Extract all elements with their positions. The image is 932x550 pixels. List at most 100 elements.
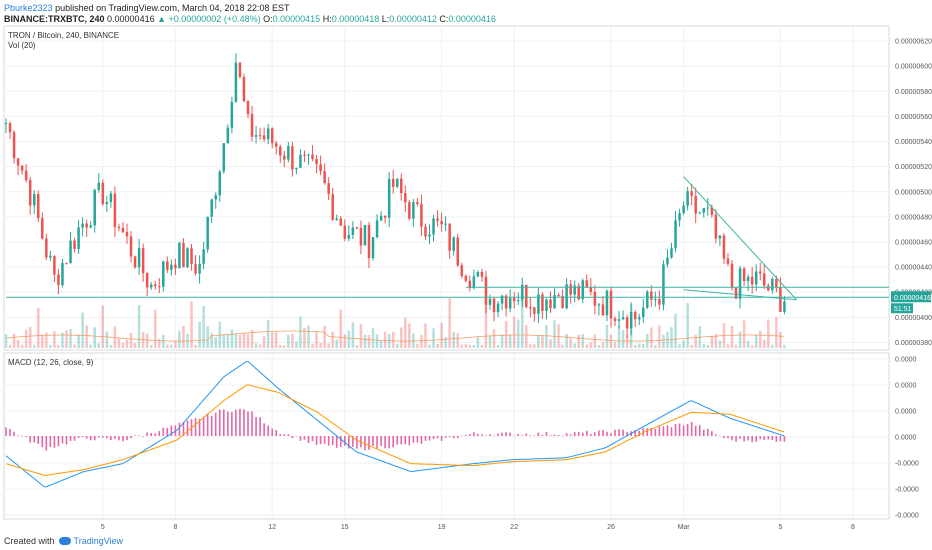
macd-histogram-bar bbox=[723, 436, 725, 439]
candle-body bbox=[303, 154, 306, 156]
macd-histogram-bar bbox=[227, 411, 229, 436]
author-link[interactable]: Pburke2323 bbox=[4, 3, 53, 13]
macd-histogram-bar bbox=[218, 409, 221, 436]
volume-bar bbox=[557, 324, 560, 348]
volume-bar bbox=[12, 333, 16, 348]
candle-body bbox=[726, 258, 730, 264]
candle-body bbox=[730, 263, 734, 288]
macd-histogram-bar bbox=[581, 432, 584, 436]
candle-body bbox=[516, 299, 520, 302]
macd-histogram-bar bbox=[392, 436, 394, 448]
candle-body bbox=[646, 291, 649, 308]
volume-bar bbox=[182, 325, 185, 348]
open-label: O: bbox=[263, 14, 273, 24]
volume-bar bbox=[250, 329, 254, 348]
ohlc-header: BINANCE:TRXBTC, 240 0.00000416 ▲ +0.0000… bbox=[4, 14, 496, 24]
volume-bar bbox=[504, 321, 508, 348]
candle-body bbox=[359, 227, 363, 246]
macd-histogram-bar bbox=[448, 436, 451, 437]
macd-histogram-bar bbox=[178, 422, 181, 436]
candle-body bbox=[718, 235, 722, 239]
volume-bar bbox=[198, 321, 201, 348]
volume-bar bbox=[77, 334, 80, 348]
macd-histogram-bar bbox=[134, 435, 136, 436]
macd-histogram-bar bbox=[529, 435, 532, 436]
volume-bar bbox=[730, 325, 734, 348]
volume-bar bbox=[512, 316, 516, 348]
candle-body bbox=[686, 191, 689, 206]
created-with-text: Created with bbox=[4, 536, 55, 546]
candle-body bbox=[698, 212, 701, 214]
volume-bar bbox=[783, 344, 786, 348]
macd-histogram-bar bbox=[469, 434, 471, 436]
candle-body bbox=[351, 227, 355, 236]
volume-bar bbox=[303, 327, 306, 348]
volume-bar bbox=[710, 335, 714, 348]
macd-histogram-bar bbox=[755, 436, 757, 442]
macd-histogram-bar bbox=[235, 409, 237, 436]
macd-histogram-bar bbox=[541, 434, 544, 436]
volume-bar bbox=[190, 301, 193, 348]
macd-legend: MACD (12, 26, close, 9) bbox=[8, 358, 94, 367]
macd-histogram-bar bbox=[206, 413, 209, 436]
volume-bar bbox=[541, 334, 544, 348]
tradingview-brand[interactable]: TradingView bbox=[73, 536, 124, 546]
volume-bar bbox=[734, 344, 738, 348]
macd-histogram-bar bbox=[533, 435, 536, 437]
candle-body bbox=[57, 274, 60, 286]
macd-histogram-bar bbox=[473, 432, 475, 436]
volume-bar bbox=[613, 342, 617, 348]
candle-body bbox=[186, 248, 189, 268]
candle-body bbox=[274, 143, 278, 147]
candle-body bbox=[109, 193, 113, 202]
candle-body bbox=[492, 298, 496, 313]
candle-body bbox=[4, 123, 8, 125]
volume-bar bbox=[452, 331, 455, 348]
macd-histogram-bar bbox=[481, 434, 483, 436]
macd-histogram-bar bbox=[739, 436, 741, 439]
candle-body bbox=[771, 278, 774, 291]
candle-body bbox=[585, 280, 589, 288]
volume-bar bbox=[137, 304, 141, 348]
volume-bar bbox=[440, 322, 443, 348]
volume-bar bbox=[460, 344, 464, 348]
candle-body bbox=[178, 242, 181, 269]
volume-bar bbox=[516, 319, 520, 348]
candle-body bbox=[101, 182, 105, 205]
volume-bar bbox=[569, 338, 572, 348]
volume-bar bbox=[226, 334, 230, 348]
volume-bar bbox=[230, 329, 234, 348]
volume-bar bbox=[750, 344, 754, 348]
candle-body bbox=[746, 276, 750, 282]
volume-bar bbox=[420, 335, 423, 348]
candle-body bbox=[28, 180, 32, 206]
volume-bar bbox=[89, 344, 92, 348]
volume-bar bbox=[670, 327, 673, 348]
volume-bar bbox=[109, 344, 113, 348]
macd-histogram-bar bbox=[521, 435, 524, 436]
volume-bar bbox=[4, 334, 8, 348]
volume-legend: Vol (20) bbox=[8, 41, 36, 50]
volume-bar bbox=[258, 344, 262, 348]
macd-histogram-bar bbox=[239, 408, 241, 436]
time-axis-label: 19 bbox=[438, 524, 446, 531]
volume-bar bbox=[771, 344, 774, 348]
volume-bar bbox=[625, 335, 629, 348]
volume-bar bbox=[561, 344, 564, 348]
volume-bar bbox=[746, 340, 750, 348]
candle-body bbox=[767, 285, 770, 291]
candle-body bbox=[609, 290, 613, 319]
volume-bar bbox=[194, 345, 197, 348]
macd-histogram-bar bbox=[45, 436, 48, 451]
volume-bar bbox=[472, 344, 476, 348]
macd-histogram-bar bbox=[77, 436, 80, 438]
macd-histogram-bar bbox=[428, 436, 431, 441]
volume-bar bbox=[307, 325, 310, 348]
candle-body bbox=[670, 248, 673, 258]
candle-body bbox=[629, 311, 633, 329]
trendline bbox=[683, 289, 797, 301]
macd-histogram-bar bbox=[110, 436, 112, 441]
candle-body bbox=[577, 285, 580, 300]
volume-bar bbox=[234, 333, 238, 348]
